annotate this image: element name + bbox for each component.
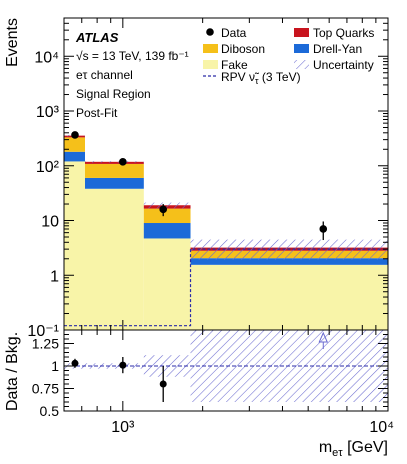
y-tick-label-10: 10: [41, 214, 59, 231]
y-tick-label-100: 10²: [36, 159, 60, 176]
energy-lumi-label: √s = 13 TeV, 139 fb⁻¹: [76, 49, 189, 63]
ratio-y-tick-label-1: 1: [51, 358, 59, 374]
y-tick-label-0.1: 10⁻¹: [27, 323, 59, 340]
stack-bar-fake-bin-1: [84, 188, 144, 330]
legend-diboson-swatch: [203, 44, 218, 53]
stack-bar-fake-bin-2: [143, 238, 191, 330]
legend-top-quarks-label: Top Quarks: [313, 26, 374, 40]
uncertainty-band-bin-1: [84, 161, 144, 163]
ratio-point-2: [159, 380, 167, 388]
data-point-0: [71, 131, 79, 139]
legend-fake-swatch: [203, 60, 218, 69]
legend-fake-label: Fake: [221, 58, 248, 72]
ratio-y-tick-label-0.5: 0.5: [40, 403, 60, 419]
legend-data-marker: [206, 28, 214, 36]
ratio-y-tick-label-0.75: 0.75: [32, 381, 59, 397]
main-plot: [64, 131, 388, 330]
y-axis-label-ratio: Data / Bkg.: [4, 332, 21, 411]
legend-item-drell-yan: Drell-Yan: [294, 42, 362, 56]
background-stack: [64, 135, 388, 330]
atlas-annotation: ATLAS √s = 13 TeV, 139 fb⁻¹ eτ channel S…: [75, 30, 189, 120]
legend-diboson-label: Diboson: [221, 42, 265, 56]
stack-bar-diboson-bin-2: [143, 208, 191, 224]
y-axis-label-events: Events: [4, 18, 21, 67]
data-point-1: [119, 158, 127, 166]
legend-item-diboson: Diboson: [203, 42, 265, 56]
axes-ticks: [63, 17, 389, 411]
stack-bar-drell-yan-bin-3: [190, 258, 388, 265]
channel-label: eτ channel: [76, 68, 133, 82]
stack-bar-fake-bin-0: [64, 161, 85, 330]
stack-bar-top-quarks-bin-1: [84, 161, 144, 164]
x-tick-label-1000: 10³: [111, 419, 135, 436]
legend-item-fake: Fake: [203, 58, 248, 72]
y-tick-label-1: 1: [50, 268, 59, 285]
legend-uncertainty-label: Uncertainty: [313, 58, 374, 72]
data-point-2: [159, 205, 168, 214]
stack-bar-diboson-bin-1: [84, 163, 144, 178]
legend-item-data: Data: [206, 26, 247, 40]
ratio-data-points: [71, 331, 329, 402]
ratio-point-1: [119, 361, 127, 369]
legend-top-quarks-swatch: [294, 28, 309, 37]
stack-bar-drell-yan-bin-2: [143, 223, 191, 239]
ratio-y-tick-label-1.25: 1.25: [32, 336, 59, 352]
x-tick-label-10000: 10⁴: [369, 419, 394, 436]
y-tick-label-1000: 10³: [36, 104, 60, 121]
legend-data-label: Data: [221, 26, 247, 40]
uncertainty-band-bin-2: [143, 202, 191, 209]
data-point-3: [319, 225, 328, 233]
legend: Data Top Quarks Diboson Drell-Yan Fake U…: [203, 26, 374, 86]
fit-label: Post-Fit: [76, 106, 118, 120]
ratio-plot: [64, 330, 388, 402]
stack-bar-drell-yan-bin-1: [84, 177, 144, 189]
atlas-label: ATLAS: [75, 30, 119, 45]
legend-item-signal: RPV ν̃τ (3 TeV): [203, 70, 301, 86]
stack-bar-drell-yan-bin-0: [64, 151, 85, 162]
y-tick-label-10000: 10⁴: [34, 49, 59, 66]
legend-uncertainty-swatch: [294, 60, 309, 69]
region-label: Signal Region: [76, 87, 151, 101]
legend-signal-label: RPV ν̃τ (3 TeV): [221, 70, 301, 86]
legend-drell-yan-swatch: [294, 44, 309, 53]
stack-bar-fake-bin-3: [190, 264, 388, 330]
x-axis-label: meτ [GeV]: [319, 439, 388, 459]
legend-item-uncertainty: Uncertainty: [294, 58, 374, 72]
axis-tick-labels: 10⁻¹ 1 10 10² 10³ 10⁴ 0.5 0.75 1 1.25 10³ 10⁴: [27, 49, 394, 436]
legend-drell-yan-label: Drell-Yan: [313, 42, 362, 56]
stack-bar-diboson-bin-0: [64, 137, 85, 152]
data-points: [71, 131, 328, 241]
legend-item-top-quarks: Top Quarks: [294, 26, 374, 40]
ratio-point-0: [71, 359, 79, 367]
